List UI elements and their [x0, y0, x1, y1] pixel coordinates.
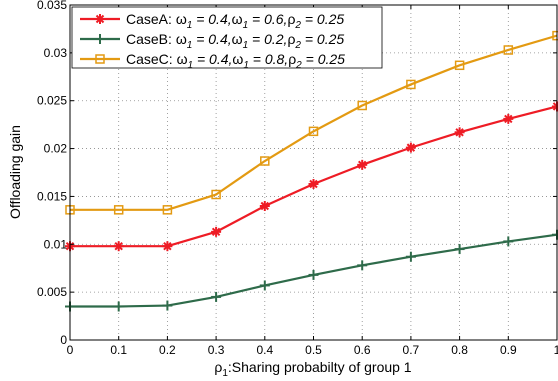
series-b-point	[405, 251, 416, 262]
legend-swatch-c-marker	[95, 54, 105, 64]
y-tick-label: 0.005	[37, 285, 67, 299]
series-b-point	[357, 260, 368, 271]
series-b-point	[162, 300, 173, 311]
x-tick-label: 0.6	[354, 343, 371, 357]
series-c-point	[162, 205, 173, 215]
x-tick-label: 0.8	[451, 343, 468, 357]
y-tick-label: 0.03	[44, 46, 68, 60]
series-a-point-d2	[114, 241, 123, 251]
series-a-point	[259, 201, 270, 211]
y-tick-label: 0	[60, 333, 67, 347]
series-c-point	[357, 100, 367, 111]
legend-swatches	[80, 14, 120, 64]
series-c-point	[113, 205, 124, 215]
x-tick-label: 0.3	[208, 343, 225, 357]
x-tick-label: 0.5	[305, 343, 322, 357]
series-b-point	[503, 236, 514, 247]
x-tick-label: 0.4	[256, 343, 273, 357]
series-a-point	[162, 241, 173, 252]
legend-swatch-b-marker	[95, 34, 105, 44]
series-a-point	[454, 127, 465, 138]
series-a-point	[405, 142, 416, 153]
legend-swatch-a-marker-d2	[95, 14, 105, 24]
series-a-point-d2	[163, 241, 172, 251]
x-tick-label: 0.9	[500, 343, 517, 357]
legend-entry-c: CaseC: ω1 = 0.4,ω1 = 0.8,ρ2 = 0.25	[126, 51, 345, 71]
series-a-point-d2	[455, 128, 464, 137]
series-a-point-d2	[406, 143, 416, 152]
series-c-point	[406, 79, 416, 90]
series-a-point-d2	[211, 227, 221, 237]
x-axis-label: ρ1:Sharing probabilty of group 1	[214, 359, 411, 379]
series-c-point	[260, 156, 270, 166]
y-tick-label: 0.035	[37, 0, 67, 12]
legend-entry-a: CaseA: ω1 = 0.4,ω1 = 0.6,ρ2 = 0.25	[126, 11, 344, 31]
x-tick-label: 0.1	[110, 343, 127, 357]
series-b	[65, 229, 558, 312]
series-c-point	[454, 60, 465, 71]
x-tick-label: 1	[554, 343, 558, 357]
series-c-point	[503, 45, 514, 55]
legend-swatch-a-marker	[95, 14, 105, 24]
y-tick-label: 0.02	[44, 142, 68, 156]
legend-box	[71, 6, 383, 69]
series-c-point	[308, 126, 319, 137]
x-tick-label: 0.7	[403, 343, 420, 357]
series-a-point-d2	[357, 160, 367, 170]
series-a-point	[211, 226, 222, 237]
x-tick-label: 0	[67, 343, 74, 357]
series-a-point	[113, 241, 124, 252]
series-c-point	[211, 189, 221, 200]
series-a-point-d2	[260, 201, 270, 211]
series-c	[65, 30, 558, 215]
y-tick-label: 0.01	[44, 237, 68, 251]
series-b-point	[113, 301, 124, 312]
series-a-point	[308, 178, 319, 189]
legend-entry-b: CaseB: ω1 = 0.4,ω1 = 0.2,ρ2 = 0.25	[126, 31, 344, 51]
series-b-point	[454, 244, 465, 255]
series-layer	[65, 30, 558, 312]
series-b-point	[211, 291, 222, 302]
series-b-point	[259, 280, 270, 291]
series-a-point	[503, 113, 514, 124]
series-a-point-d2	[309, 179, 318, 189]
x-tick-label: 0.2	[159, 343, 176, 357]
y-tick-label: 0.015	[37, 189, 67, 203]
series-b-point	[308, 269, 319, 280]
series-a-point	[357, 159, 368, 170]
y-axis-ticks: 0 0.005 0.01 0.015 0.02 0.025 0.03 0.035	[37, 0, 557, 347]
legend: CaseA: ω1 = 0.4,ω1 = 0.6,ρ2 = 0.25 CaseB…	[71, 6, 383, 71]
series-c-line	[70, 34, 558, 211]
x-axis-ticks: 0 0.1 0.2 0.3 0.4 0.5 0.6 0.7 0.8 0.9 1	[67, 5, 558, 357]
y-axis-label: Offloading gain	[7, 125, 23, 219]
series-a-point-d2	[504, 114, 513, 124]
y-tick-label: 0.025	[37, 94, 67, 108]
